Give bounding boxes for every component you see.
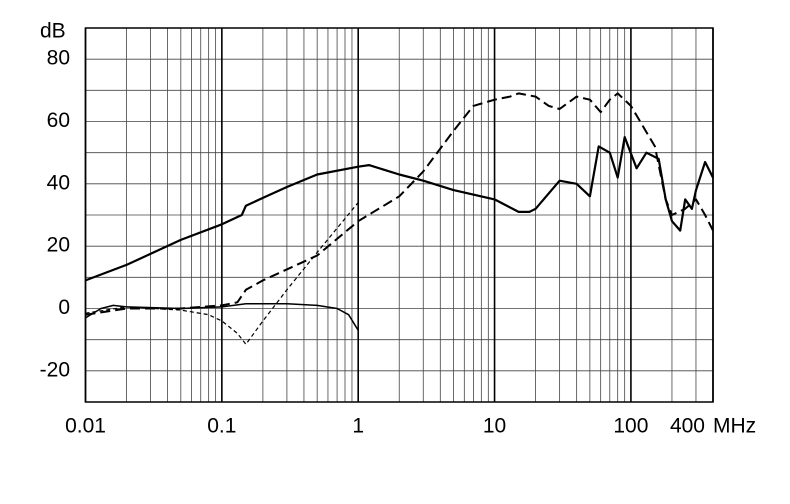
series-line bbox=[85, 136, 714, 282]
y-tick-label: 0 bbox=[58, 296, 70, 319]
x-tick-label: 0.1 bbox=[207, 415, 236, 438]
x-tick-label: 0.01 bbox=[65, 415, 106, 438]
y-tick-label: 80 bbox=[47, 47, 70, 70]
y-axis-label: dB bbox=[40, 20, 66, 43]
x-tick-label: 1 bbox=[352, 415, 364, 438]
x-tick-label: 100 bbox=[613, 415, 648, 438]
y-tick-label: 40 bbox=[47, 171, 70, 194]
y-tick-label: -20 bbox=[40, 358, 70, 381]
x-axis-label: MHz bbox=[713, 415, 756, 438]
plot-frame bbox=[84, 27, 714, 403]
y-tick-label: 60 bbox=[47, 109, 70, 132]
y-tick-label: 20 bbox=[47, 234, 70, 257]
x-tick-label: 400 bbox=[670, 415, 705, 438]
series-line bbox=[85, 92, 714, 316]
x-tick-label: 10 bbox=[483, 415, 506, 438]
series-line bbox=[85, 303, 359, 331]
